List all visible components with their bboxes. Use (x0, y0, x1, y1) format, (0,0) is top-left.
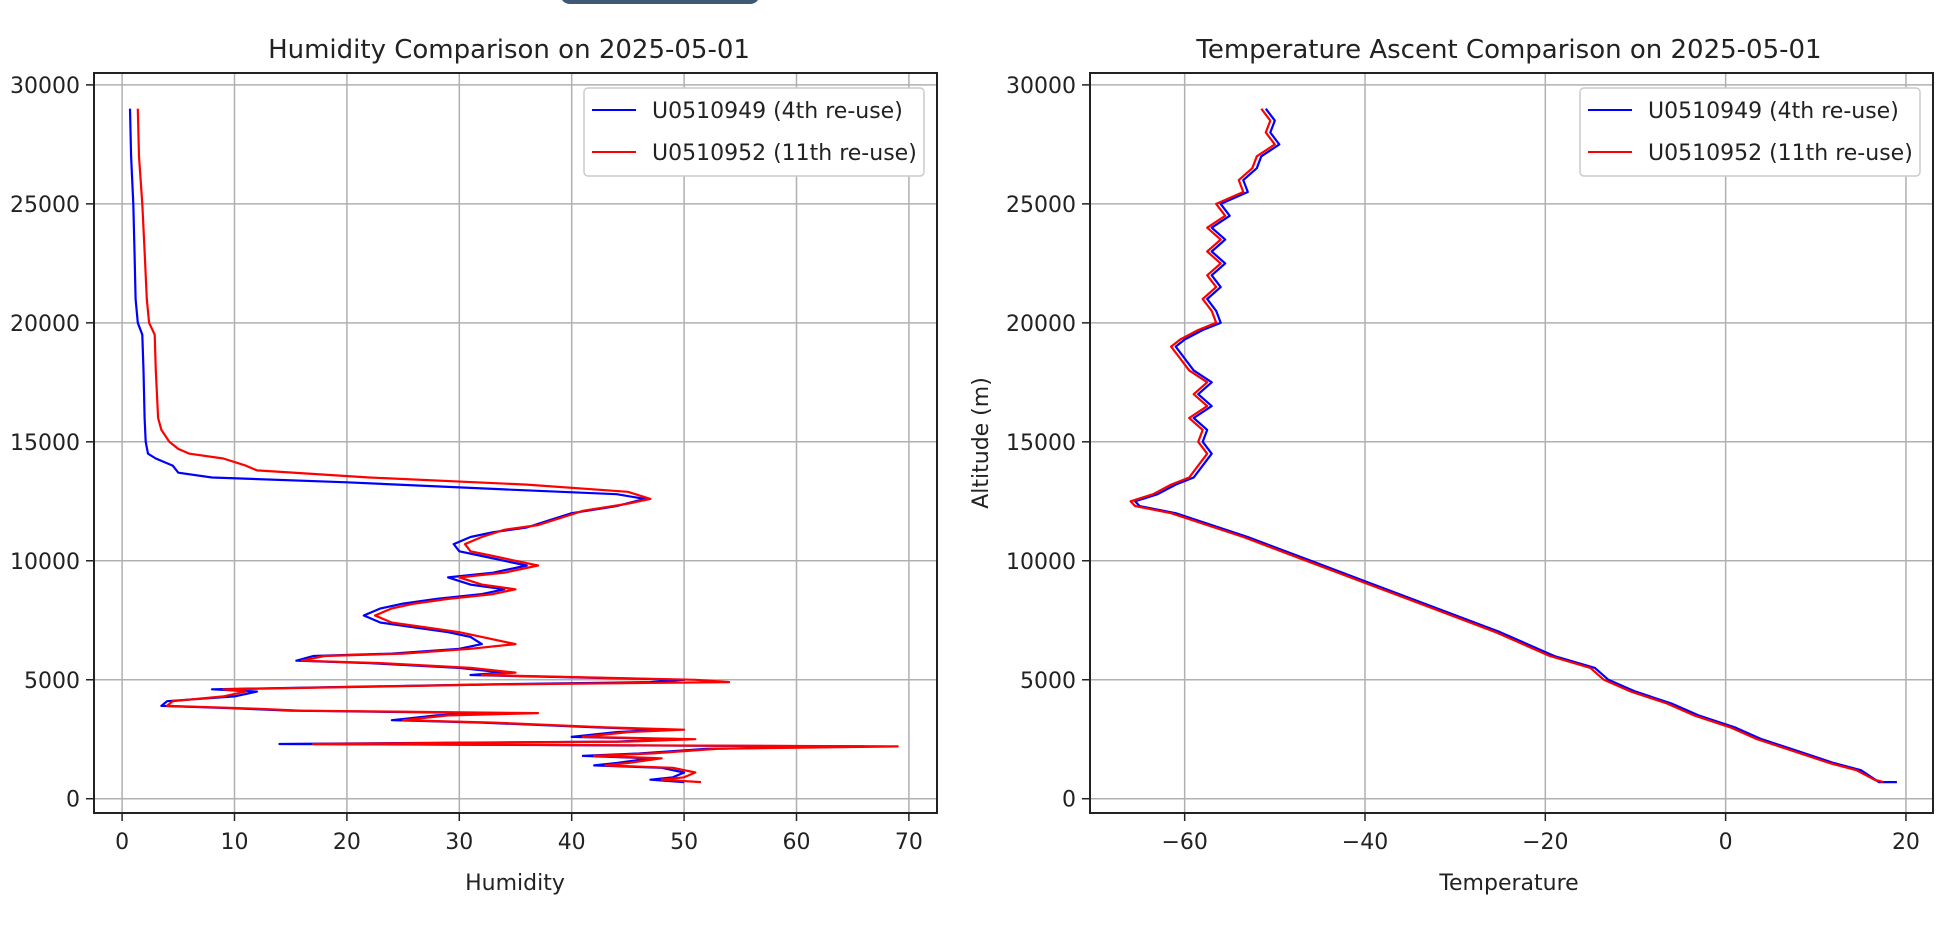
humidity-series-group (128, 108, 899, 784)
header-fragment (560, 0, 760, 4)
humidity-xtick-label: 20 (333, 830, 361, 855)
temperature-series-group (1129, 108, 1897, 784)
temperature-ylabel: Altitude (m) (969, 377, 994, 509)
humidity-xtick-label: 40 (558, 830, 586, 855)
humidity-series-line-0 (128, 108, 866, 784)
temperature-chart-title: Temperature Ascent Comparison on 2025-05… (1195, 35, 1821, 65)
humidity-ytick-label: 10000 (10, 550, 80, 575)
temperature-ytick-label: 20000 (1006, 312, 1076, 337)
humidity-ytick-label: 30000 (10, 74, 80, 99)
temperature-series-line-1 (1129, 108, 1884, 784)
temperature-legend-label-0: U0510949 (4th re-use) (1648, 99, 1899, 124)
humidity-ytick-label: 25000 (10, 193, 80, 218)
humidity-ytick-label: 5000 (24, 669, 80, 694)
temperature-series-line-0 (1133, 108, 1897, 784)
temperature-ytick-label: 5000 (1020, 669, 1076, 694)
temperature-legend: U0510949 (4th re-use) U0510952 (11th re-… (1579, 87, 1921, 177)
humidity-xtick-label: 70 (895, 830, 923, 855)
humidity-legend-box (583, 87, 925, 177)
temperature-xtick-label: 20 (1892, 830, 1920, 855)
temperature-xlabel: Temperature (1438, 871, 1578, 896)
temperature-chart: Temperature Ascent Comparison on 2025-05… (969, 35, 1934, 896)
humidity-series-line-1 (136, 108, 899, 784)
humidity-chart: Humidity Comparison on 2025-05-01 0 10 20 3… (10, 35, 938, 896)
temperature-plot-frame (1089, 72, 1934, 814)
temperature-ytick-label: 15000 (1006, 431, 1076, 456)
temperature-ticks: −60 −40 −20 0 20 0 5000 10000 15000 20000 25000 300… (1006, 74, 1920, 855)
temperature-ytick-label: 25000 (1006, 193, 1076, 218)
humidity-plot-frame (93, 72, 938, 814)
humidity-xlabel: Humidity (465, 871, 565, 896)
humidity-legend-label-0: U0510949 (4th re-use) (652, 99, 903, 124)
temperature-xtick-label: −20 (1522, 830, 1568, 855)
temperature-xtick-label: −60 (1161, 830, 1207, 855)
humidity-legend-label-1: U0510952 (11th re-use) (652, 141, 917, 166)
temperature-ytick-label: 10000 (1006, 550, 1076, 575)
humidity-legend: U0510949 (4th re-use) U0510952 (11th re-… (583, 87, 925, 177)
temperature-xtick-label: 0 (1719, 830, 1733, 855)
humidity-xtick-label: 10 (221, 830, 249, 855)
humidity-xtick-label: 0 (115, 830, 129, 855)
humidity-ytick-label: 0 (66, 788, 80, 813)
temperature-ytick-label: 0 (1062, 788, 1076, 813)
humidity-xtick-label: 50 (670, 830, 698, 855)
humidity-xtick-label: 30 (445, 830, 473, 855)
humidity-chart-title: Humidity Comparison on 2025-05-01 (268, 35, 750, 65)
temperature-legend-label-1: U0510952 (11th re-use) (1648, 141, 1913, 166)
temperature-ytick-label: 30000 (1006, 74, 1076, 99)
temperature-xtick-label: −40 (1342, 830, 1388, 855)
humidity-ytick-label: 20000 (10, 312, 80, 337)
humidity-xtick-label: 60 (783, 830, 811, 855)
temperature-grid (1090, 73, 1933, 813)
humidity-ytick-label: 15000 (10, 431, 80, 456)
humidity-grid (94, 73, 937, 813)
humidity-ticks: 0 10 20 30 40 50 60 70 0 5000 10000 15000 20000 25000… (10, 74, 923, 855)
temperature-legend-box (1579, 87, 1921, 177)
